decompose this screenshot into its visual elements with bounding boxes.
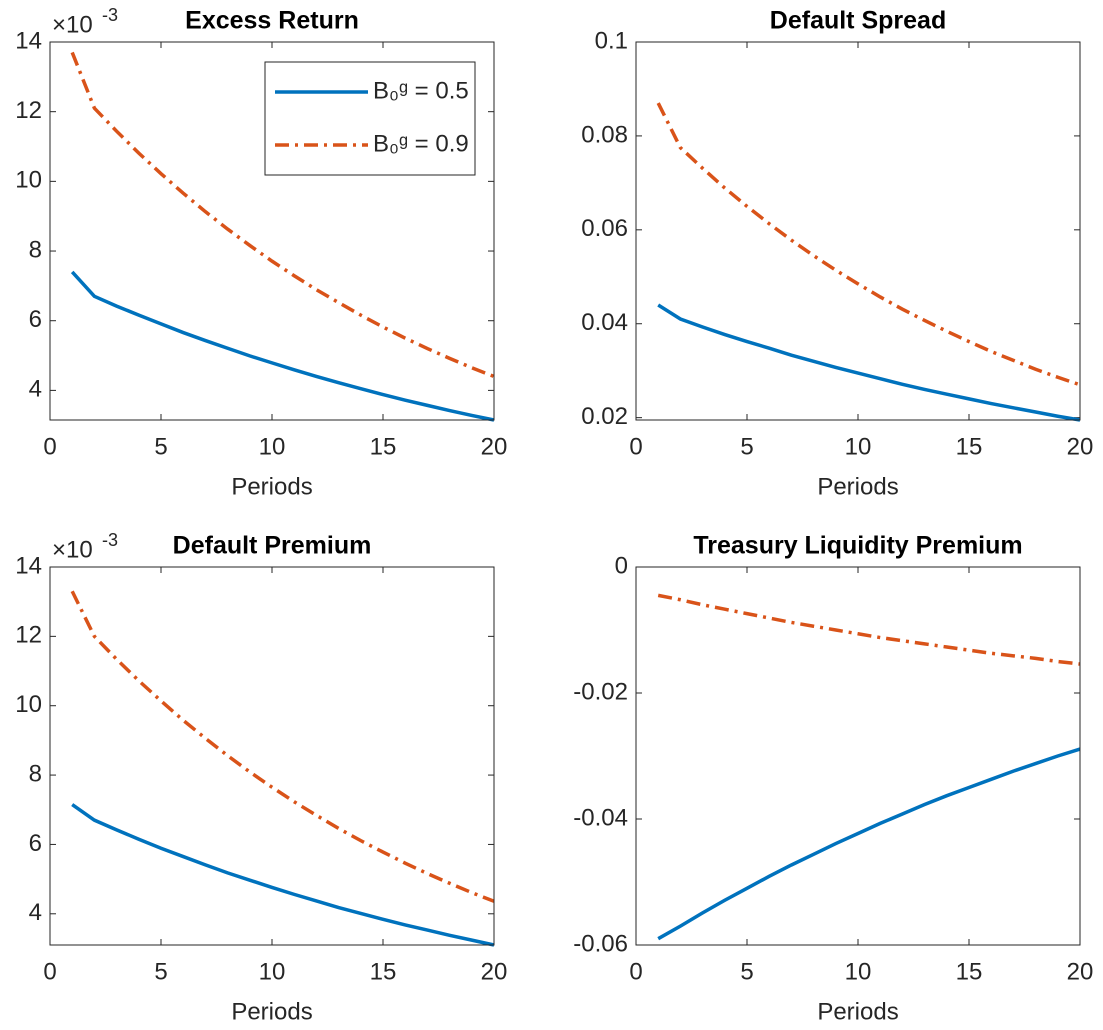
x-axis-label: Periods [231,998,312,1025]
y-tick-label: 10 [15,167,42,194]
legend-label: B₀ᵍ = 0.9 [373,130,469,157]
data-line [657,303,1081,422]
y-tick-label: 14 [15,552,42,579]
x-tick-label: 20 [1067,433,1094,460]
axes-box [635,566,1081,946]
y-tick-label: 4 [29,376,42,403]
legend: B₀ᵍ = 0.5 B₀ᵍ = 0.9 [264,61,476,176]
chart-title: Default Premium [173,532,372,560]
y-tick-label: 12 [15,622,42,649]
legend-box [264,61,476,176]
y-scale-base: ×10 [52,11,93,38]
y-tick-label: 0 [615,552,628,579]
y-tick-label: 0.06 [581,215,628,242]
chart-title: Excess Return [185,7,359,35]
y-tick-label: 0.08 [581,121,628,148]
x-tick-label: 20 [1067,958,1094,985]
x-tick-label: 20 [481,958,508,985]
data-line [656,102,1081,387]
x-tick-label: 0 [43,958,56,985]
x-tick-label: 5 [740,958,753,985]
data-line [70,270,495,422]
y-tick-label: 8 [29,760,42,787]
y-tick-label: 0.04 [581,309,628,336]
y-tick-label: 4 [29,899,42,926]
y-tick-label: 8 [29,236,42,263]
y-scale-power: -3 [102,530,118,550]
x-tick-label: 15 [956,433,983,460]
x-tick-label: 10 [259,433,286,460]
x-tick-label: 5 [154,433,167,460]
chart-title: Default Spread [770,7,946,35]
y-tick-label: -0.06 [573,930,628,957]
x-tick-label: 0 [43,433,56,460]
subplot: 0 5 10 15 20 4 6 8 10 12 14 Default Premium Periods ×… [15,530,507,1026]
y-tick-label: 6 [29,830,42,857]
subplot: 0 5 10 15 20 0.02 0.04 0.06 0.08 0.1 Default Sprea… [581,7,1093,501]
y-scale-power: -3 [102,5,118,25]
x-axis-label: Periods [817,998,898,1025]
data-line [70,590,495,903]
x-tick-label: 15 [370,958,397,985]
x-tick-label: 20 [481,433,508,460]
y-scale-base: ×10 [52,536,93,563]
y-tick-label: -0.04 [573,804,628,831]
x-tick-label: 10 [259,958,286,985]
data-line [657,593,1081,666]
x-tick-label: 5 [740,433,753,460]
axes-box [49,566,495,946]
subplot: 0 5 10 15 20 -0.06 -0.04 -0.02 0 Treasury Liquidi… [573,532,1093,1026]
x-axis-label: Periods [817,473,898,500]
x-axis-label: Periods [231,473,312,500]
plot-area [636,42,1080,420]
x-tick-label: 5 [154,958,167,985]
x-tick-label: 10 [845,958,872,985]
chart-title: Treasury Liquidity Premium [693,532,1022,560]
y-tick-label: 14 [15,27,42,54]
y-tick-label: 12 [15,97,42,124]
y-tick-label: -0.02 [573,678,628,705]
plot-area [50,567,494,945]
y-tick-label: 10 [15,691,42,718]
legend-label: B₀ᵍ = 0.5 [373,77,469,104]
subplot: 0 5 10 15 20 4 6 8 10 12 14 Excess Return Periods ×10… [15,5,507,501]
axes-box [635,41,1081,421]
x-tick-label: 0 [629,958,642,985]
x-tick-label: 15 [370,433,397,460]
x-tick-label: 15 [956,958,983,985]
x-tick-label: 10 [845,433,872,460]
y-tick-label: 0.02 [581,403,628,430]
x-tick-label: 0 [629,433,642,460]
y-tick-label: 0.1 [595,27,628,54]
y-tick-label: 6 [29,306,42,333]
data-line [70,51,495,379]
plot-area [636,567,1080,945]
axes-box [49,41,495,421]
data-line [71,803,495,947]
data-line [657,747,1081,941]
